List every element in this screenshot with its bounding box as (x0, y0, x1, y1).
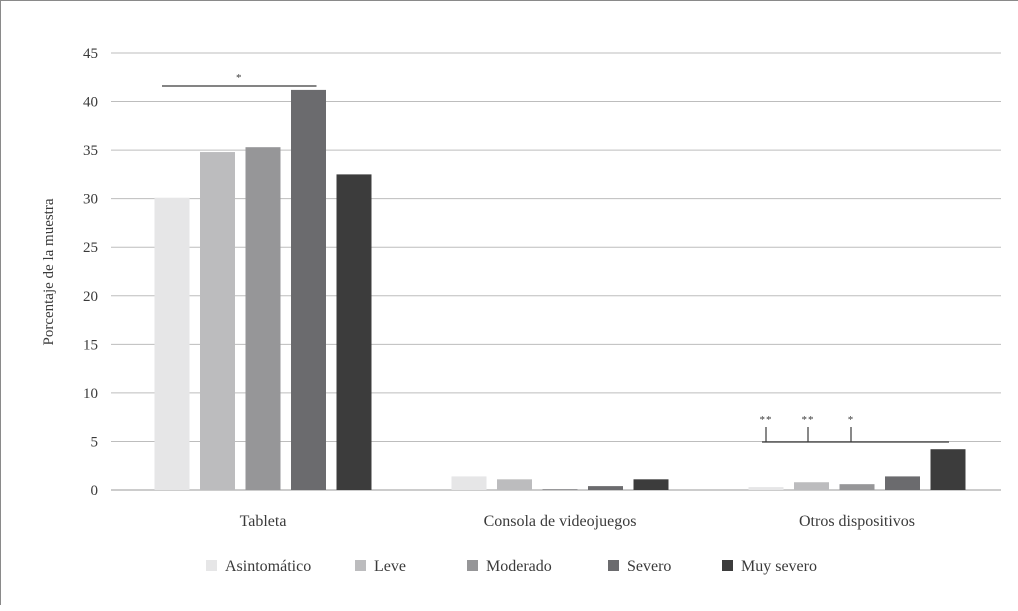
legend-swatch (467, 560, 478, 571)
bars (154, 89, 966, 490)
legend-label: Muy severo (741, 558, 817, 575)
significance-marker: ** (802, 414, 815, 426)
gridlines (111, 52, 1001, 491)
bar (885, 476, 920, 490)
legend-label: Leve (374, 558, 406, 575)
y-tick-label: 20 (83, 289, 98, 305)
y-axis-label: Porcentaje de la muestra (41, 198, 57, 345)
legend-label: Severo (627, 558, 671, 575)
bar (633, 479, 669, 490)
legend-swatch (722, 560, 733, 571)
legend: Asintomático Leve Moderado Severo Muy severo (206, 558, 817, 575)
bar (794, 482, 829, 490)
legend-label: Asintomático (225, 558, 311, 575)
legend-swatch (608, 560, 619, 571)
bar (497, 479, 532, 490)
y-tick-label: 15 (83, 337, 98, 353)
x-category-label: Tableta (240, 513, 287, 530)
bar (336, 174, 372, 490)
legend-swatch (355, 560, 366, 571)
bar (245, 147, 281, 490)
y-tick-label: 40 (83, 95, 98, 111)
legend-swatch (206, 560, 217, 571)
y-tick-label: 25 (83, 240, 98, 256)
y-tick-label: 35 (83, 143, 98, 159)
significance-annotations: *** ** * (162, 72, 949, 443)
bar (154, 197, 190, 490)
bar (542, 489, 578, 490)
significance-marker: * (236, 72, 243, 84)
x-category-label: Otros dispositivos (799, 513, 915, 530)
y-tick-label: 0 (91, 483, 99, 499)
y-tick-label: 10 (83, 386, 98, 402)
significance-marker: * (848, 414, 855, 426)
bar (451, 476, 487, 490)
bar (839, 484, 875, 490)
bar (748, 487, 784, 490)
y-tick-label: 45 (83, 46, 98, 62)
bar (588, 486, 623, 490)
x-category-label: Consola de videojuegos (484, 513, 637, 530)
bar (291, 89, 326, 490)
bar (930, 449, 966, 490)
significance-marker: ** (760, 414, 773, 426)
y-tick-label: 5 (91, 434, 99, 450)
y-axis-ticks: 0 5 10 15 20 25 30 35 40 45 (83, 46, 98, 499)
legend-label: Moderado (486, 558, 552, 575)
category-labels: Tableta Consola de videojuegos Otros dispo… (240, 513, 915, 530)
bar (200, 152, 235, 490)
y-tick-label: 30 (83, 192, 98, 208)
